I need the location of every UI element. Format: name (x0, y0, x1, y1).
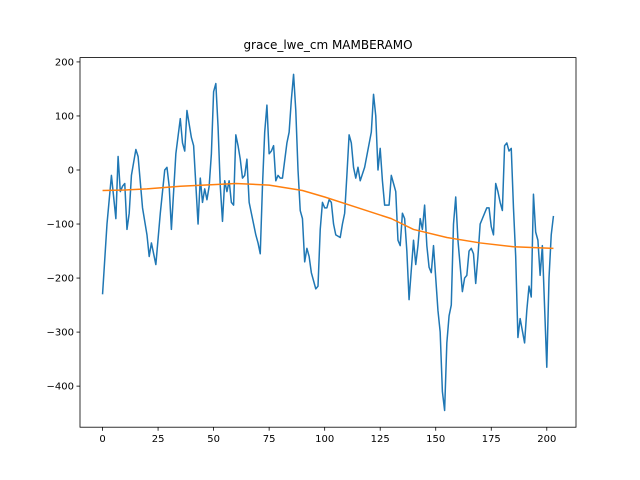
line (102, 182, 554, 250)
x-tick-label: 100 (315, 434, 334, 445)
x-tick-label: 200 (537, 434, 556, 445)
y-tick-label: −400 (47, 382, 74, 393)
x-tick-label: 50 (207, 434, 220, 445)
y-tick-label: −100 (47, 220, 74, 231)
y-tick-label: 0 (68, 165, 74, 176)
y-tick-label: 200 (55, 57, 74, 68)
y-tick-label: 100 (55, 111, 74, 122)
chart-title: grace_lwe_cm MAMBERAMO (243, 38, 412, 52)
y-tick-label: −300 (47, 328, 74, 339)
x-tick-label: 25 (152, 434, 165, 445)
line (101, 73, 555, 412)
x-tick-label: 75 (263, 434, 276, 445)
plot-frame (79, 57, 577, 428)
x-tick-label: 0 (99, 434, 105, 445)
x-tick-label: 175 (482, 434, 501, 445)
x-tick-label: 125 (371, 434, 390, 445)
x-tick-label: 150 (426, 434, 445, 445)
y-tick-label: −200 (47, 274, 74, 285)
